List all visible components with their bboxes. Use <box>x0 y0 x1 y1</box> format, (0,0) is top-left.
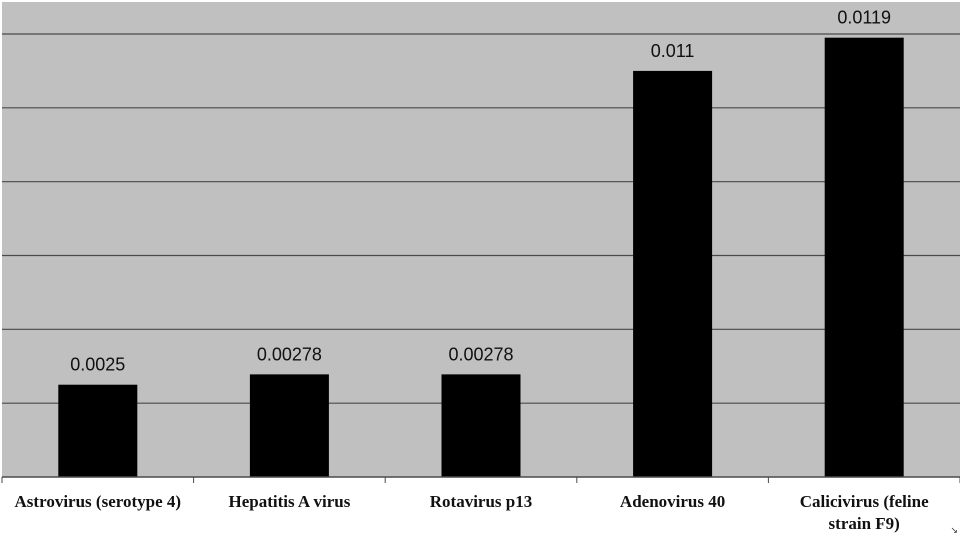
category-label-4: Adenovirus 40 <box>620 492 725 511</box>
data-label-1: 0.0025 <box>70 355 125 375</box>
x-axis-ticks <box>1 477 960 483</box>
bar-5 <box>824 37 904 478</box>
category-label-2: Hepatitis A virus <box>228 492 350 511</box>
data-label-4: 0.011 <box>651 41 695 61</box>
category-label-1: Astrovirus (serotype 4) <box>15 492 182 511</box>
data-label-5: 0.0119 <box>837 8 891 28</box>
bar-3 <box>441 374 521 477</box>
category-label-3: Rotavirus p13 <box>430 492 532 511</box>
bars <box>58 37 904 478</box>
gridlines <box>2 33 960 404</box>
data-label-2: 0.00278 <box>257 344 322 364</box>
resize-corner-icon: ↘ <box>950 526 958 536</box>
bar-4 <box>633 70 713 478</box>
bar-1 <box>58 384 138 477</box>
category-labels: Astrovirus (serotype 4) Hepatitis A virus… <box>15 492 930 533</box>
data-label-3: 0.00278 <box>448 344 513 364</box>
category-label-5: Calicivirus (feline <box>800 492 929 511</box>
category-label-5: strain F9) <box>829 514 900 533</box>
data-labels: 0.0025 0.00278 0.00278 0.011 0.0119 <box>70 8 891 375</box>
bar-2 <box>249 374 329 477</box>
